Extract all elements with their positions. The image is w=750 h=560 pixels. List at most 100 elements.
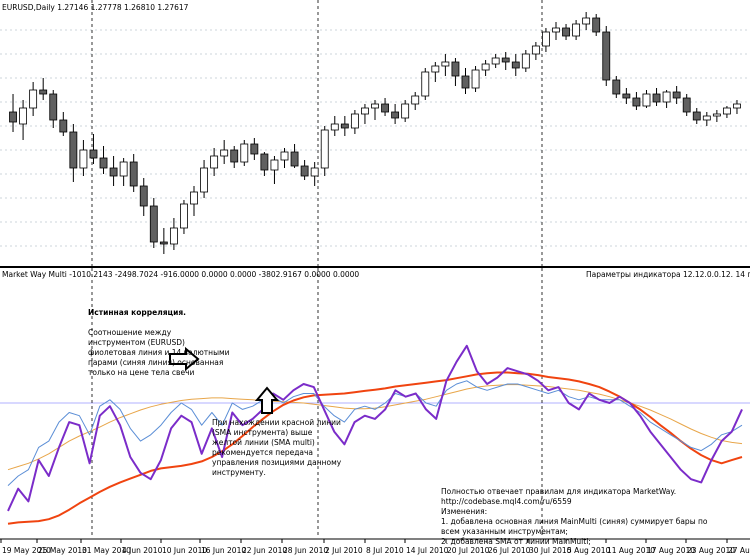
bull-candle [521, 53, 530, 69]
bear-candle [692, 111, 701, 121]
sma-recommendation-note: При нахождении красной линии (SMA инстру… [212, 418, 342, 477]
bull-candle [733, 103, 741, 109]
bull-candle [280, 151, 289, 161]
bull-candle [119, 161, 128, 177]
time-axis-label: 4 Jun 2010 [122, 546, 163, 555]
bear-candle [602, 31, 611, 81]
time-axis-label: 30 Jul 2010 [529, 546, 572, 555]
bear-candle [49, 93, 58, 121]
true-correlation-heading: Истинная корреляция. [88, 308, 187, 317]
indicator-lines [7, 344, 743, 525]
time-axis-label: 25 May 2010 [38, 546, 87, 555]
bull-candle [350, 113, 359, 129]
time-axis-label: 26 Jul 2010 [488, 546, 531, 555]
bear-candle [381, 103, 389, 113]
bear-candle [562, 27, 570, 37]
bull-candle [702, 115, 711, 121]
bear-candle [632, 97, 641, 107]
bear-candle [39, 89, 48, 95]
time-axis-label: 23 Aug 2010 [687, 546, 735, 555]
bear-candle [159, 241, 168, 245]
bull-candle [471, 69, 480, 89]
bull-candle [481, 63, 490, 71]
time-axis-label: 8 Jul 2010 [366, 546, 404, 555]
time-axis-label: 5 Aug 2010 [567, 546, 610, 555]
bull-candle [401, 103, 410, 119]
bull-candle [431, 65, 440, 73]
pane-separator[interactable] [0, 266, 750, 268]
bull-candle [411, 95, 420, 105]
bull-candle [722, 107, 731, 115]
bull-candle [642, 93, 651, 107]
bull-candle [361, 107, 369, 115]
up-arrow-icon [254, 386, 280, 414]
bull-candle [572, 23, 581, 37]
bear-candle [612, 79, 621, 95]
bull-candle [662, 91, 671, 103]
bull-candle [270, 159, 279, 171]
sma-multi-line [7, 384, 743, 471]
bull-candle [330, 123, 339, 131]
bear-candle [89, 149, 98, 159]
bull-candle [371, 103, 379, 109]
bull-candle [19, 107, 28, 125]
bull-candle [200, 167, 208, 193]
bear-candle [622, 93, 631, 99]
time-axis-label: 28 Jun 2010 [283, 546, 328, 555]
bull-candle [210, 155, 219, 169]
time-axis-label: 10 Jun 2010 [162, 546, 207, 555]
bull-candle [79, 149, 88, 169]
price-chart-title: EURUSD,Daily 1.27146 1.27778 1.26810 1.2… [2, 3, 189, 12]
bull-candle [29, 89, 38, 109]
bear-candle [652, 93, 661, 103]
candles [9, 12, 741, 254]
bull-candle [421, 71, 430, 97]
bear-candle [59, 119, 68, 133]
bull-candle [552, 27, 560, 33]
instrument-line [7, 344, 743, 512]
bull-candle [441, 61, 450, 67]
bull-candle [491, 57, 500, 65]
price-chart[interactable] [0, 0, 750, 266]
bear-candle [139, 185, 148, 207]
true-correlation-body: Соотношение между инструментом (EURUSD) … [88, 328, 230, 377]
bear-candle [9, 111, 17, 123]
time-axis-label: 16 Jun 2010 [201, 546, 246, 555]
bear-candle [149, 205, 158, 243]
bull-candle [169, 227, 178, 245]
time-axis-label: 31 May 2010 [82, 546, 131, 555]
marketway-rules-note: Полностью отвечает правилам для индикато… [441, 487, 708, 546]
bear-candle [109, 167, 118, 177]
annotation-arrows [169, 346, 280, 414]
bear-candle [129, 161, 138, 187]
price-grid [0, 0, 750, 266]
bull-candle [320, 129, 329, 169]
bear-candle [391, 111, 400, 119]
true-correlation-note: Истинная корреляция. Соотношение между и… [88, 298, 248, 378]
time-axis-label: 2 Jul 2010 [325, 546, 363, 555]
bear-candle [672, 91, 681, 99]
time-axis-label: 11 Aug 2010 [607, 546, 655, 555]
bull-candle [582, 17, 591, 25]
time-axis-label: 19 May 2010 [2, 546, 51, 555]
bear-candle [300, 165, 309, 177]
bear-candle [501, 57, 510, 63]
indicator-chart[interactable] [0, 268, 750, 538]
bear-candle [682, 97, 691, 113]
indicator-title: Market Way Multi -1010.2143 -2498.7024 -… [2, 270, 360, 279]
bull-candle [531, 45, 540, 55]
indicator-params: Параметры индикатора 12.12.0.0.12. 14 па… [586, 270, 750, 279]
time-axis-label: 14 Jul 2010 [406, 546, 449, 555]
bear-candle [250, 143, 259, 155]
time-axis-label: 22 Jun 2010 [242, 546, 287, 555]
multi-line [7, 380, 743, 486]
bear-candle [451, 61, 460, 77]
bull-candle [180, 203, 188, 229]
bull-candle [712, 113, 721, 117]
bear-candle [230, 149, 239, 163]
time-axis-label: 17 Aug 2010 [647, 546, 695, 555]
bear-candle [99, 157, 108, 169]
bull-candle [190, 191, 198, 205]
bull-candle [240, 143, 249, 163]
